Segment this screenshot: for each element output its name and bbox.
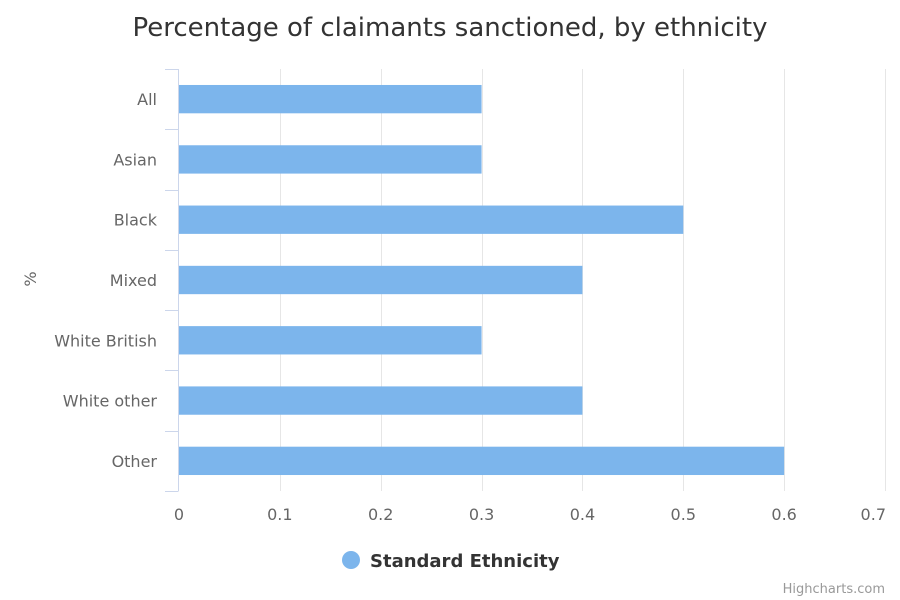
tick-label: 0	[174, 505, 184, 524]
tick-label: 0.3	[469, 505, 494, 524]
chart-title: Percentage of claimants sanctioned, by e…	[133, 13, 768, 43]
category-label-mixed: Mixed	[110, 271, 157, 290]
tick-label: 0.5	[671, 505, 696, 524]
bar-asian[interactable]	[179, 145, 482, 174]
bar-other[interactable]	[179, 446, 785, 476]
legend-item-standard-ethnicity[interactable]: Standard Ethnicity	[342, 551, 560, 572]
tick-label: 0.6	[771, 505, 796, 524]
tick-label: 0.2	[368, 505, 393, 524]
bar-mixed[interactable]	[179, 265, 583, 295]
category-label-other: Other	[112, 452, 158, 471]
tick-label: 0.1	[267, 505, 292, 524]
category-label-all: All	[137, 90, 157, 109]
bar-all[interactable]	[179, 84, 482, 114]
value-tick-labels: 0 0.1 0.2 0.3 0.4 0.5 0.6 0.7	[174, 505, 886, 524]
category-label-black: Black	[114, 211, 158, 230]
bar-white-british[interactable]	[179, 326, 482, 355]
bar-black[interactable]	[179, 205, 684, 234]
category-axis	[165, 69, 179, 492]
category-label-white-british: White British	[54, 331, 157, 350]
category-labels: All Asian Black Mixed White British White oth…	[54, 90, 158, 471]
category-label-white-other: White other	[63, 392, 158, 411]
bar-series[interactable]	[179, 84, 785, 476]
category-label-asian: Asian	[113, 150, 157, 169]
legend-marker	[342, 551, 360, 569]
tick-label: 0.4	[570, 505, 595, 524]
legend-label: Standard Ethnicity	[370, 551, 560, 572]
bar-white-other[interactable]	[179, 386, 583, 415]
tick-label: 0.7	[861, 505, 886, 524]
y-axis-title: %	[21, 271, 40, 286]
credits-link[interactable]: Highcharts.com	[783, 582, 885, 597]
